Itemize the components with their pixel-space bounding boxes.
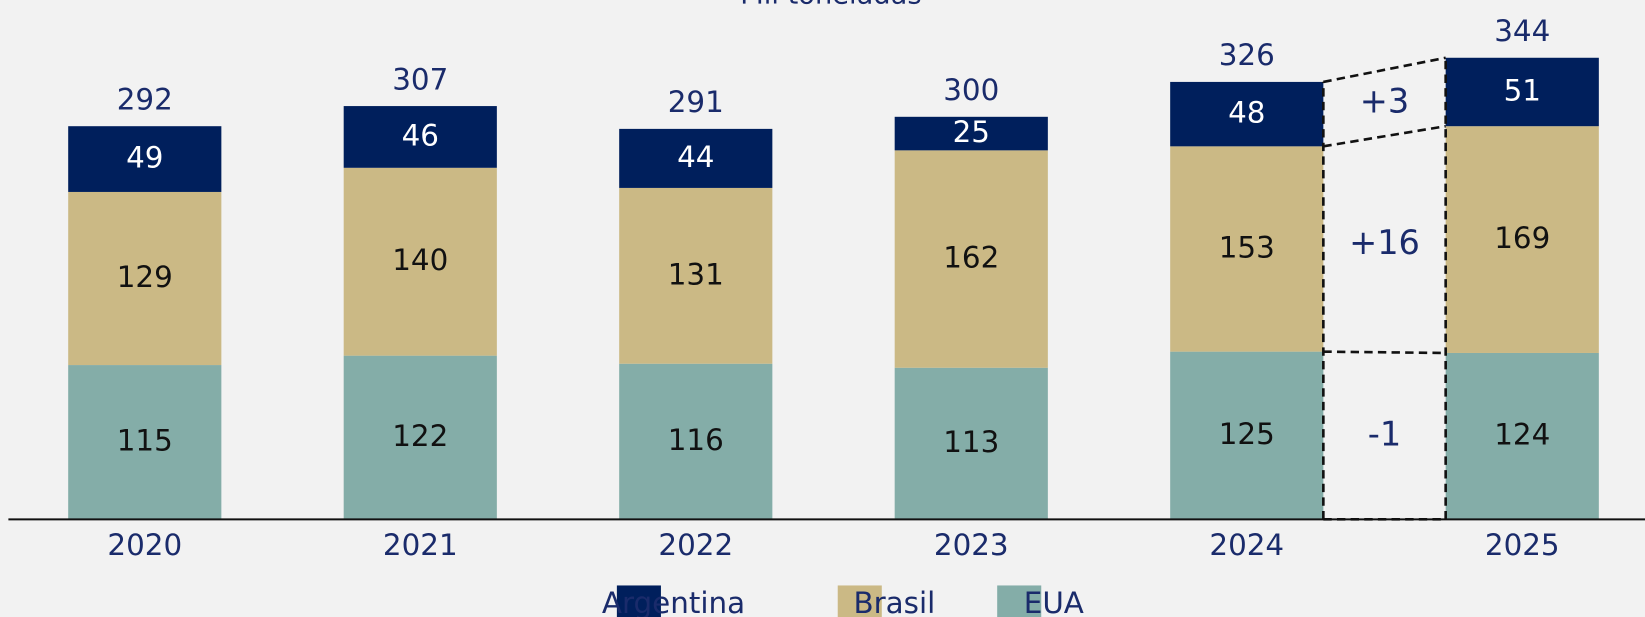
segment-label: 51	[1504, 73, 1541, 107]
segment-label: 115	[117, 424, 173, 458]
bar-segment	[1170, 351, 1324, 520]
change-label: +16	[1349, 223, 1420, 262]
segment-label: 131	[668, 257, 724, 291]
x-tick-label: 2024	[1209, 528, 1284, 562]
segment-label: 162	[943, 241, 999, 275]
bridge-line	[1323, 56, 1446, 84]
total-label: 292	[117, 83, 173, 117]
bar-segment	[68, 365, 222, 520]
segment-label: 125	[1219, 417, 1275, 451]
x-tick-label: 2022	[658, 528, 733, 562]
segment-label: 169	[1494, 221, 1550, 255]
segment-label: 124	[1494, 418, 1550, 452]
x-tick-label: 2023	[934, 528, 1009, 562]
change-label: +3	[1360, 82, 1409, 121]
change-label: -1	[1368, 414, 1401, 453]
segment-label: 49	[126, 141, 163, 175]
total-label: 326	[1219, 38, 1275, 72]
segment-label: 25	[953, 115, 990, 149]
legend-label: Brasil	[853, 586, 935, 617]
bar-segment	[343, 106, 497, 168]
segment-label: 140	[392, 243, 448, 277]
legend-label: EUA	[1024, 586, 1084, 617]
bridge-line	[1323, 350, 1446, 355]
bar-segment	[1170, 146, 1324, 352]
bar-segment	[894, 116, 1048, 151]
bar-segment	[619, 187, 773, 364]
total-label: 344	[1494, 14, 1550, 48]
bar-segment	[1445, 352, 1599, 520]
bar-segment	[343, 355, 497, 520]
bar-segment	[1170, 81, 1324, 147]
x-tick-label: 2025	[1485, 528, 1560, 562]
segment-label: 122	[392, 419, 448, 453]
segment-label: 153	[1219, 230, 1275, 264]
chart-subtitle: Mil toneladas	[740, 0, 921, 10]
bar-segment	[619, 128, 773, 188]
segment-label: 44	[677, 140, 714, 174]
x-tick-label: 2021	[383, 528, 458, 562]
bridge-line	[1323, 124, 1446, 148]
x-tick-label: 2020	[107, 528, 182, 562]
bar-segment	[1445, 57, 1599, 127]
bar-segment	[343, 167, 497, 356]
legend-swatch	[616, 585, 661, 617]
total-label: 291	[668, 85, 724, 119]
bar-segment	[894, 150, 1048, 368]
bar-segment	[68, 126, 222, 192]
segment-label: 113	[943, 425, 999, 459]
total-label: 307	[392, 62, 448, 96]
legend-label: Argentina	[602, 586, 745, 617]
bar-segment	[619, 363, 773, 520]
segment-label: 116	[668, 423, 724, 457]
bar-segment	[1445, 126, 1599, 353]
segment-label: 46	[402, 118, 439, 152]
legend-swatch	[997, 585, 1042, 617]
bar-segment	[894, 367, 1048, 520]
legend-swatch	[837, 585, 882, 617]
total-label: 300	[943, 73, 999, 107]
segment-label: 48	[1228, 96, 1265, 130]
bar-segment	[68, 191, 222, 366]
segment-label: 129	[117, 260, 173, 294]
